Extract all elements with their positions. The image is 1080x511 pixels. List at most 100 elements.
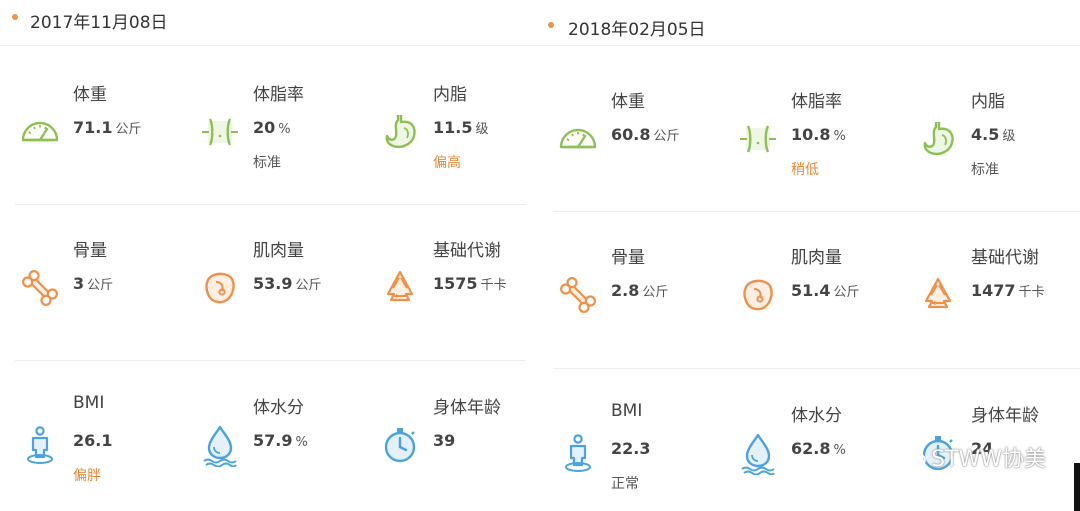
metric-value-line: 11.5 级 (433, 118, 489, 137)
metric-value-line: 60.8 公斤 (611, 125, 680, 144)
metric-unit: 级 (1002, 129, 1016, 144)
metric-label: 基础代谢 (971, 248, 1039, 268)
row-divider (553, 368, 1080, 369)
metric-unit: % (833, 129, 846, 144)
metric-value: 51.4 (791, 281, 831, 300)
metric-card[interactable]: 基础代谢 1477 千卡 (916, 243, 1080, 353)
metric-status: 标准 (253, 155, 281, 171)
metric-label: 体重 (611, 92, 645, 112)
metric-value: 1575 (433, 274, 478, 293)
metric-status: 偏高 (433, 155, 461, 171)
waist-icon (736, 117, 780, 161)
bone-icon (18, 266, 62, 310)
metric-card[interactable]: 体重 60.8 公斤 (556, 87, 736, 197)
metric-value: 53.9 (253, 274, 293, 293)
metric-value: 4.5 (971, 125, 1000, 144)
metric-value: 1477 (971, 281, 1016, 300)
recycle-icon (916, 273, 960, 317)
metric-value-line: 22.3 (611, 439, 650, 458)
metric-card[interactable]: 基础代谢 1575 千卡 (378, 236, 538, 346)
metric-value: 24 (971, 439, 994, 458)
metric-label: 肌肉量 (791, 248, 842, 268)
waist-icon (198, 110, 242, 154)
metric-card[interactable]: BMI 26.1 偏胖 (18, 393, 198, 503)
metric-card[interactable]: 肌肉量 53.9 公斤 (198, 236, 378, 346)
row-divider (15, 204, 526, 205)
metric-card[interactable]: 身体年龄 39 (378, 393, 538, 503)
metric-value-line: 39 (433, 431, 455, 450)
metric-label: 内脂 (971, 92, 1005, 112)
metric-label: 基础代谢 (433, 241, 501, 261)
metric-unit: 公斤 (642, 285, 669, 300)
metric-value: 3 (73, 274, 85, 293)
metric-value-line: 10.8% (791, 125, 846, 144)
metric-value: 60.8 (611, 125, 651, 144)
metric-unit: 千卡 (480, 278, 507, 293)
metric-status: 标准 (971, 162, 999, 178)
left-panel: 2017年11月08日 体重 71.1 公斤 体脂率 20% 标准 内脂 11.5 级偏高 骨量 3 公… (0, 0, 538, 511)
metric-card[interactable]: 肌肉量 51.4 公斤 (736, 243, 916, 353)
metric-value-line: 51.4 公斤 (791, 281, 860, 300)
metric-label: BMI (73, 393, 105, 413)
water-drop-icon (736, 431, 780, 476)
metric-card[interactable]: 体重 71.1 公斤 (18, 80, 198, 190)
metric-value: 10.8 (791, 125, 831, 144)
metric-label: BMI (611, 401, 643, 421)
metric-label: 身体年龄 (971, 406, 1039, 426)
metric-unit: % (278, 122, 291, 137)
watermark-text: STWW协美 (931, 447, 1046, 472)
metric-card[interactable]: 身体年龄 24 (916, 401, 1080, 511)
metric-value-line: 53.9 公斤 (253, 274, 322, 293)
metric-label: 体重 (73, 85, 107, 105)
metric-card[interactable]: 体水分 57.9% (198, 393, 378, 503)
metric-value: 2.8 (611, 281, 640, 300)
metric-card[interactable]: 内脂 11.5 级偏高 (378, 80, 538, 190)
stopwatch-icon (916, 431, 960, 475)
metric-card[interactable]: 体水分 62.8% (736, 401, 916, 511)
metric-unit: 公斤 (653, 129, 680, 144)
date-dot (12, 14, 18, 20)
bone-icon (556, 273, 600, 317)
metric-card[interactable]: 骨量 3 公斤 (18, 236, 198, 346)
metric-unit: 公斤 (87, 278, 114, 293)
metric-value-line: 1575 千卡 (433, 274, 507, 293)
metric-value: 71.1 (73, 118, 113, 137)
metric-unit: 公斤 (295, 278, 322, 293)
metric-unit: 千卡 (1018, 285, 1045, 300)
metric-label: 骨量 (611, 248, 645, 268)
metric-card[interactable]: 体脂率 10.8% 稍低 (736, 87, 916, 197)
watermark: STWW协美 (899, 441, 1046, 475)
stomach-icon (916, 117, 960, 161)
metric-label: 肌肉量 (253, 241, 304, 261)
wechat-icon (899, 445, 927, 475)
row-divider (15, 360, 526, 361)
metric-value-line: 20% (253, 118, 291, 137)
metric-card[interactable]: 体脂率 20% 标准 (198, 80, 378, 190)
metric-label: 体脂率 (253, 85, 304, 105)
water-drop-icon (198, 423, 242, 468)
scale-gauge-icon (556, 117, 600, 161)
metric-value: 57.9 (253, 431, 293, 450)
metric-value: 22.3 (611, 439, 651, 458)
right-panel: 2018年02月05日 体重 60.8 公斤 体脂率 10.8% 稍低 内脂 4.5 级标准 骨量 2… (538, 0, 1080, 511)
metric-value-line: 71.1 公斤 (73, 118, 142, 137)
metric-unit: 公斤 (833, 285, 860, 300)
metric-status: 偏胖 (73, 468, 101, 484)
metric-label: 体水分 (253, 398, 304, 418)
metric-card[interactable]: 内脂 4.5 级标准 (916, 87, 1080, 197)
person-icon (556, 431, 600, 475)
metric-value-line: 57.9% (253, 431, 308, 450)
metric-card[interactable]: BMI 22.3 正常 (556, 401, 736, 511)
metric-value: 26.1 (73, 431, 113, 450)
metric-unit: % (295, 435, 308, 450)
metric-label: 骨量 (73, 241, 107, 261)
metric-unit: 公斤 (115, 122, 142, 137)
row-divider (553, 211, 1080, 212)
metric-value: 39 (433, 431, 456, 450)
metric-card[interactable]: 骨量 2.8 公斤 (556, 243, 736, 353)
metric-value-line: 1477 千卡 (971, 281, 1045, 300)
metric-unit: 级 (475, 122, 489, 137)
metric-label: 身体年龄 (433, 398, 501, 418)
metric-value-line: 4.5 级 (971, 125, 1015, 144)
stopwatch-icon (378, 423, 422, 467)
